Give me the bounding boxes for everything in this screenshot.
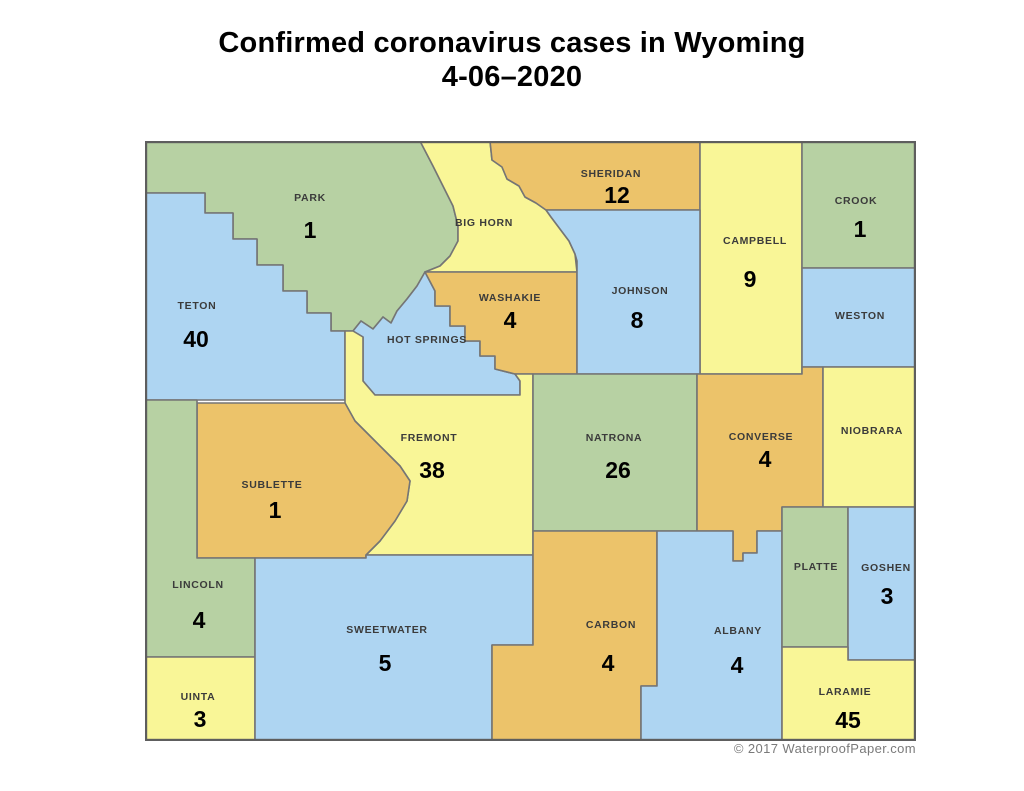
county-sublette-label: SUBLETTE [241, 479, 302, 491]
county-laramie-shape [781, 646, 916, 741]
page-title: Confirmed coronavirus cases in Wyoming 4… [0, 26, 1024, 94]
county-weston-label: WESTON [835, 310, 885, 322]
county-teton-label: TETON [178, 300, 217, 312]
county-crook-cases: 1 [854, 216, 867, 242]
county-crook-shape [801, 141, 916, 269]
county-teton-cases: 40 [183, 326, 209, 352]
county-albany-label: ALBANY [714, 625, 762, 637]
county-albany-shape [640, 530, 783, 741]
county-bighorn-label: BIG HORN [455, 217, 513, 229]
state-border [145, 141, 916, 741]
copyright-text: © 2017 WaterproofPaper.com [733, 741, 916, 756]
county-sweetwater-cases: 5 [379, 650, 392, 676]
county-sheridan-label: SHERIDAN [581, 168, 641, 180]
title-line-1: Confirmed coronavirus cases in Wyoming [218, 27, 806, 59]
county-fremont-cases: 38 [419, 457, 445, 483]
county-sweetwater-label: SWEETWATER [346, 624, 427, 636]
county-uinta-label: UINTA [181, 691, 216, 703]
county-lincoln-label: LINCOLN [172, 579, 224, 591]
county-hotsprings-label: HOT SPRINGS [387, 334, 467, 346]
county-niobrara-shape [822, 366, 916, 508]
county-converse-label: CONVERSE [729, 431, 794, 443]
county-natrona-label: NATRONA [586, 432, 643, 444]
county-carbon-cases: 4 [602, 650, 615, 676]
county-niobrara-label: NIOBRARA [841, 425, 903, 437]
county-park-label: PARK [294, 192, 326, 204]
wyoming-county-map: PARK 1 BIG HORN SHERIDAN 12 CAMPBELL 9 CROOK 1 WE… [145, 141, 916, 741]
county-fremont-label: FREMONT [401, 432, 458, 444]
county-natrona-shape [532, 373, 698, 532]
county-platte-shape [781, 506, 849, 648]
county-converse-cases: 4 [759, 446, 772, 472]
county-laramie-label: LARAMIE [819, 686, 872, 698]
county-johnson-cases: 8 [631, 307, 644, 333]
county-sublette-cases: 1 [269, 497, 282, 523]
county-johnson-label: JOHNSON [612, 285, 669, 297]
county-platte-label: PLATTE [794, 561, 838, 573]
county-washakie-cases: 4 [504, 307, 517, 333]
county-crook-label: CROOK [835, 195, 878, 207]
county-sheridan-cases: 12 [604, 182, 630, 208]
county-washakie-label: WASHAKIE [479, 292, 541, 304]
county-laramie-cases: 45 [835, 707, 861, 733]
county-goshen-cases: 3 [881, 583, 894, 609]
county-natrona-cases: 26 [605, 457, 631, 483]
title-line-2: 4-06–2020 [441, 61, 583, 93]
county-lincoln-cases: 4 [193, 607, 206, 633]
county-uinta-cases: 3 [194, 706, 207, 732]
county-albany-cases: 4 [731, 652, 744, 678]
county-goshen-shape [847, 506, 916, 661]
county-park-cases: 1 [304, 217, 317, 243]
county-goshen-label: GOSHEN [861, 562, 911, 574]
county-weston-shape [801, 267, 916, 368]
county-campbell-label: CAMPBELL [723, 235, 787, 247]
county-carbon-label: CARBON [586, 619, 636, 631]
county-campbell-cases: 9 [744, 266, 757, 292]
county-uinta-shape [145, 656, 256, 741]
county-campbell-shape [699, 141, 803, 375]
county-johnson-shape [545, 209, 701, 375]
